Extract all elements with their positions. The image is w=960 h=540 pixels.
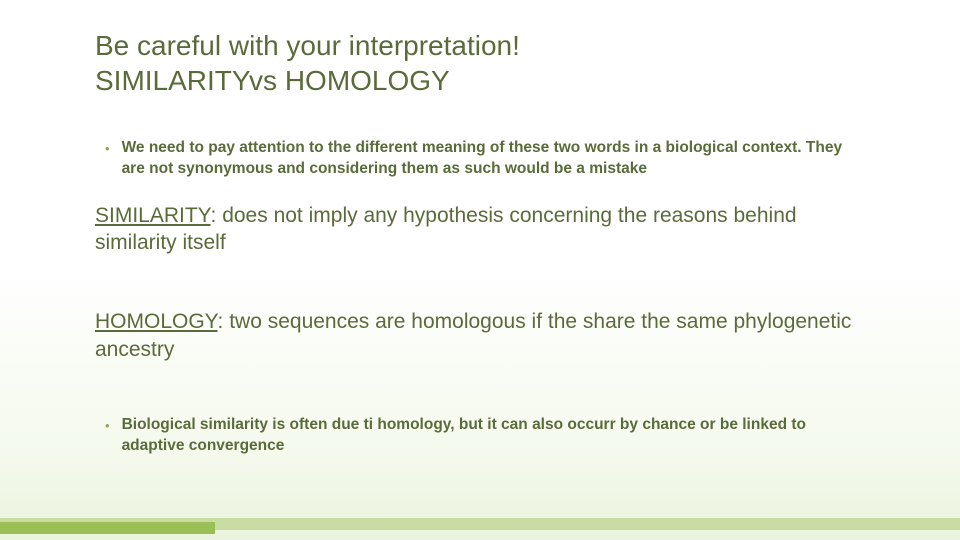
term-similarity: SIMILARITY xyxy=(95,204,211,227)
definition-homology: HOMOLOGY: two sequences are homologous i… xyxy=(95,308,865,363)
definition-similarity-text: SIMILARITY: does not imply any hypothesi… xyxy=(95,202,865,257)
bullet-item-2: • Biological similarity is often due ti … xyxy=(95,415,865,457)
title-line-2: SIMILARITYvs HOMOLOGY xyxy=(95,65,450,96)
bullet-icon: • xyxy=(105,415,110,435)
bullet2-bold: adaptive convergence xyxy=(122,437,285,454)
bullet-item-1: • We need to pay attention to the differ… xyxy=(95,138,865,180)
bullet2-pre: Biological similarity is often due ti ho… xyxy=(122,416,806,433)
definition-similarity: SIMILARITY: does not imply any hypothesi… xyxy=(95,202,865,257)
bullet-text-1: We need to pay attention to the differen… xyxy=(122,138,865,180)
footer-bar-front xyxy=(0,522,215,534)
slide-content: Be careful with your interpretation! SIM… xyxy=(0,0,960,457)
slide-title: Be careful with your interpretation! SIM… xyxy=(95,28,865,98)
bullet-icon: • xyxy=(105,138,110,158)
title-line-1: Be careful with your interpretation! xyxy=(95,30,520,61)
definition-homology-text: HOMOLOGY: two sequences are homologous i… xyxy=(95,308,865,363)
term-homology: HOMOLOGY xyxy=(95,310,218,333)
bullet-text-2: Biological similarity is often due ti ho… xyxy=(122,415,865,457)
decorative-footer-bars xyxy=(0,514,960,540)
